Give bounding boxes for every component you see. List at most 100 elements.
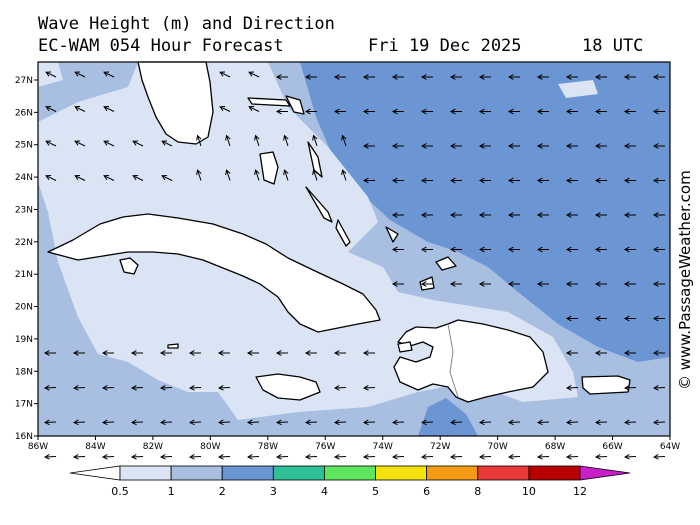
wave-arrow [196,134,202,147]
lat-tick-label: 26N [15,108,33,118]
wave-arrow [565,315,578,322]
wave-arrow [652,212,665,218]
wave-arrow [623,246,636,253]
jamaica [255,373,321,401]
wave-arrow [536,246,549,253]
lon-tick-label: 72W [430,442,450,452]
lat-tick-label: 27N [15,76,33,86]
wave-arrow [130,419,144,426]
wave-arrow [130,385,144,391]
wave-arrow [420,281,433,287]
colorbar-segment [221,465,274,481]
wave-arrow [246,350,259,356]
wave-arrow [43,454,57,460]
map-frame [37,61,671,437]
wave-arrow [507,419,521,426]
wave-arrow [391,281,404,287]
wave-arrow [565,281,578,287]
wave-arrow [478,419,492,426]
colorbar-label: 4 [321,485,328,498]
wave-arrow [536,74,549,80]
wave-arrow [507,74,520,80]
wave-arrow [565,385,579,391]
lat-tick-label: 21N [15,270,33,280]
wave-arrow [72,385,86,391]
gonave [397,341,413,353]
lon-tick-label: 64W [660,442,680,452]
wave-arrow [507,212,520,218]
wave-arrow [652,454,666,460]
colorbar-segment [170,465,223,481]
wave-arrow [103,140,115,147]
colorbar-label: 5 [372,485,379,498]
wave-arrow [101,385,115,391]
wave-arrow [507,143,520,149]
wave-arrow [623,281,636,287]
wave-height-colorbar: 0.5 1 2 3 4 5 6 8 10 12 [69,465,631,498]
wave-arrow [594,108,607,115]
wave-arrow [449,454,463,460]
wave-arrow [275,454,289,460]
lon-tick-label: 68W [545,442,565,452]
wave-arrow [623,419,637,426]
credit-text: © www.PassageWeather.com [676,170,694,390]
abaco [285,95,305,115]
wave-arrow [478,143,491,149]
wave-arrow [74,174,86,181]
wave-arrow [188,454,202,460]
wave-arrow [248,71,260,78]
wave-arrow [652,350,665,356]
lon-tick-label: 84W [85,442,105,452]
wave-arrow [391,454,405,460]
lat-tick-label: 16N [15,432,33,442]
wave-arrow [652,108,665,115]
latitude-axis: 27N 26N 25N 24N 23N 22N 21N 20N 19N 18N 17N 16N [15,76,38,442]
lat-tick-label: 22N [15,238,33,248]
exuma [305,186,333,223]
wave-arrow [248,105,260,112]
wave-arrow [45,105,57,112]
colorbar-segment [324,465,376,481]
wave-arrow [219,105,231,112]
wave-arrow [478,246,491,253]
turks-caicos [435,256,457,271]
wave-arrow [188,419,202,426]
acklins [385,226,399,243]
wave-arrow [420,454,434,460]
wave-arrow [565,74,578,80]
wave-arrow [623,143,636,149]
wave-arrow [217,385,231,391]
wave-arrow [594,454,608,460]
wave-arrow [565,246,578,253]
wave-arrow [536,177,549,184]
wave-arrow [536,212,549,218]
wave-arrow [225,169,231,181]
wave-arrow [391,212,404,218]
land [47,61,631,403]
wave-arrow [623,74,636,80]
wave-arrow [74,105,86,112]
wave-arrow [74,71,86,78]
colorbar-segment [272,465,325,481]
wave-arrow [304,454,318,460]
haiti-dr-border [447,323,459,398]
wave-arrow [449,143,462,149]
wave-arrow [594,177,607,184]
lat-tick-label: 19N [15,335,33,345]
wave-arrow [362,108,375,115]
andros [259,151,279,185]
colorbar-label: 2 [219,485,226,498]
wave-arrow [478,281,491,287]
colorbar-segment [528,465,581,481]
wave-arrow [420,419,434,426]
wave-arrow [652,246,665,253]
colorbar-label: 12 [573,485,587,498]
wave-arrow [623,108,636,115]
wave-arrow [188,385,202,391]
wave-arrow [312,169,318,181]
wave-arrow [652,419,666,426]
wave-arrow [101,454,115,460]
florida [137,61,214,145]
wave-arrow [341,134,347,147]
wave-arrow [536,108,549,115]
